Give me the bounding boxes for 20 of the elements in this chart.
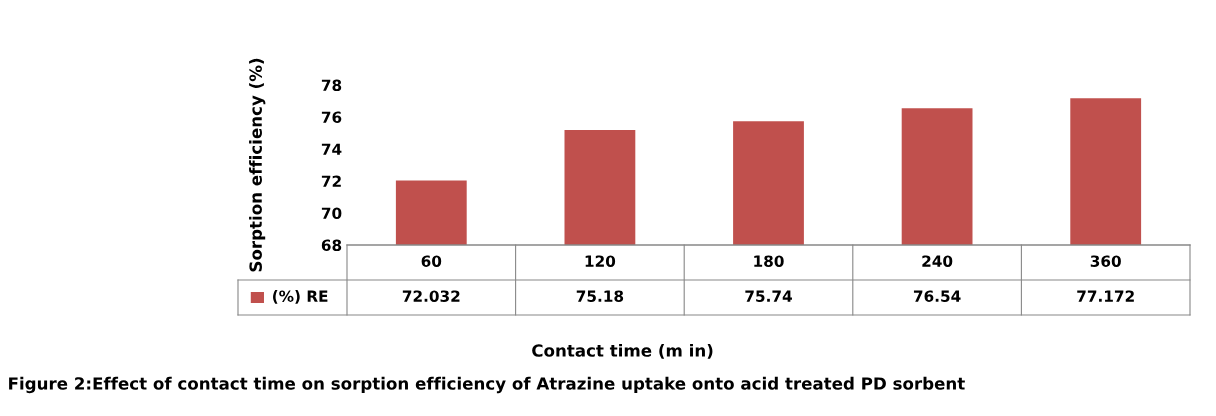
y-tick-label: 68 xyxy=(321,239,342,252)
x-tick-label: 180 xyxy=(754,255,784,267)
caption: Figure 2:Effect of contact time on sorption efficiency of Atrazine uptake onto acid treated PD sorbent xyxy=(9,376,965,394)
legend-label: (%) RE xyxy=(273,290,328,304)
data-label: 75.74 xyxy=(745,290,792,302)
y-tick-label: 72 xyxy=(321,175,341,187)
y-tick-label: 76 xyxy=(321,111,342,124)
y-axis-title: Sorption efficiency (%) xyxy=(249,58,266,272)
data-label: 76.54 xyxy=(913,290,961,302)
x-tick-label: 120 xyxy=(585,255,616,267)
x-tick-label: 360 xyxy=(1090,255,1121,267)
y-tick-label: 70 xyxy=(321,207,342,220)
data-label: 72.032 xyxy=(402,290,460,302)
x-tick-label: 240 xyxy=(922,255,953,267)
data-label: 77.172 xyxy=(1077,290,1134,302)
y-tick-label: 74 xyxy=(321,143,342,155)
x-axis-title: Contact time (m in) xyxy=(532,343,713,359)
data-label: 75.18 xyxy=(576,290,624,302)
y-tick-label: 78 xyxy=(321,79,342,92)
x-tick-label: 60 xyxy=(421,255,442,267)
